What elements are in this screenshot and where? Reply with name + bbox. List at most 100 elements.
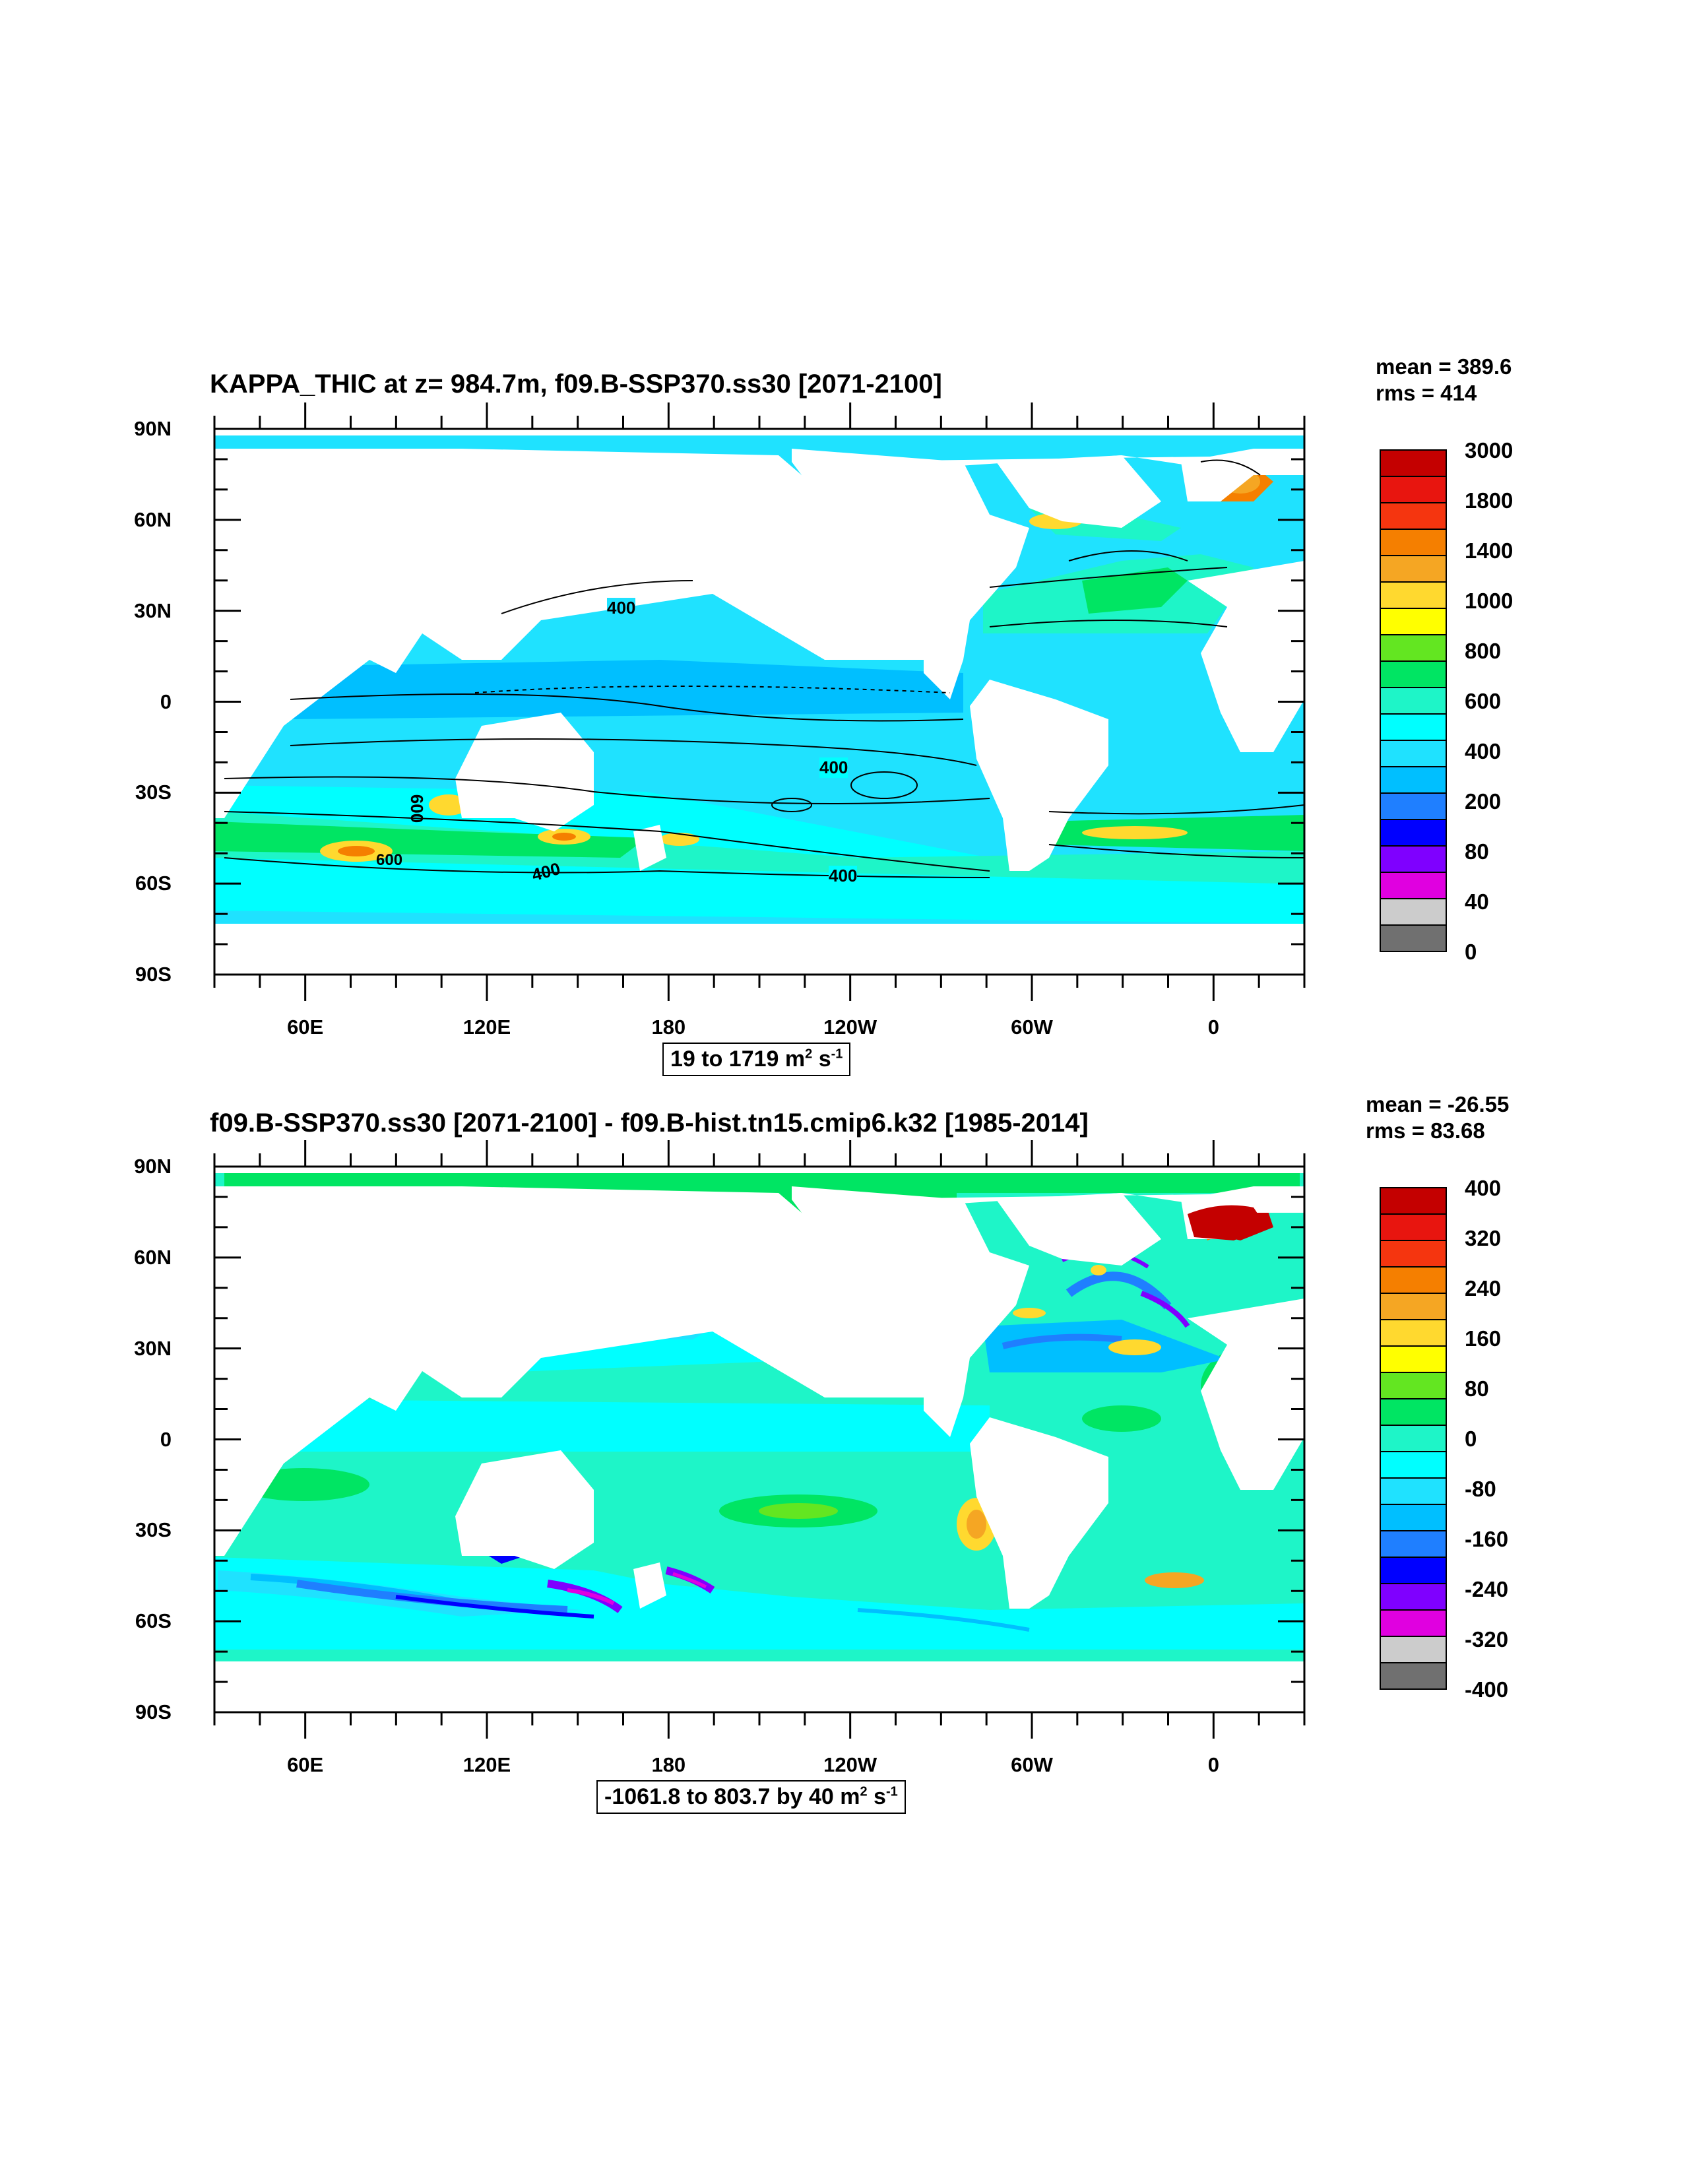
x-tick-label: 60E: [287, 1753, 324, 1776]
panel1-contour-label: 600: [407, 794, 428, 823]
colorbar-label: 0: [1465, 940, 1477, 964]
panel2-range-mid: s: [867, 1784, 886, 1809]
colorbar-label: 1400: [1465, 538, 1514, 563]
colorbar-swatch: [1380, 1187, 1447, 1215]
colorbar-label: 0: [1465, 1427, 1477, 1451]
panel1-contour-label: 400: [607, 598, 636, 618]
colorbar-swatch: [1380, 713, 1447, 741]
colorbar-swatch: [1380, 1345, 1447, 1373]
y-tick-label: 60N: [134, 1245, 172, 1269]
colorbar-label: -400: [1465, 1677, 1509, 1702]
panel1-range-text: 19 to 1719 m: [670, 1046, 806, 1072]
colorbar-label: 80: [1465, 839, 1489, 864]
colorbar-swatch: [1380, 1583, 1447, 1611]
panel1-range-sup2: -1: [831, 1046, 843, 1062]
colorbar-swatch: [1380, 581, 1447, 609]
colorbar-swatch: [1380, 1398, 1447, 1426]
x-tick-label: 0: [1207, 1753, 1219, 1776]
colorbar-swatch: [1380, 1477, 1447, 1505]
colorbar-label: 1800: [1465, 488, 1514, 513]
colorbar-label: 80: [1465, 1376, 1489, 1401]
colorbar-label: 800: [1465, 639, 1502, 663]
panel2-field: [214, 1167, 1304, 1712]
panel2-title: f09.B-SSP370.ss30 [2071-2100] - f09.B-hi…: [210, 1108, 1089, 1138]
colorbar-swatch: [1380, 1372, 1447, 1399]
panel1-contour-label: 400: [829, 866, 858, 886]
colorbar-label: 40: [1465, 889, 1489, 914]
colorbar-swatch: [1380, 1240, 1447, 1268]
colorbar-swatch: [1380, 660, 1447, 688]
panel1-contour-label: 600: [376, 851, 403, 869]
y-tick-label: 30S: [135, 1518, 172, 1542]
panel1-range-mid: s: [812, 1046, 831, 1072]
panel1-mean: mean = 389.6: [1376, 354, 1512, 379]
colorbar-swatch: [1380, 687, 1447, 715]
colorbar-swatch: [1380, 1504, 1447, 1531]
y-tick-label: 0: [160, 690, 172, 713]
colorbar-label: 1000: [1465, 589, 1514, 613]
panel1-range-sup: 2: [805, 1046, 813, 1062]
colorbar-label: -160: [1465, 1527, 1509, 1551]
panel2-range-box: -1061.8 to 803.7 by 40 m2 s-1: [596, 1780, 906, 1814]
colorbar-swatch: [1380, 555, 1447, 583]
colorbar-label: -240: [1465, 1577, 1509, 1601]
panel2-range-sup2: -1: [885, 1784, 898, 1799]
panel1-rms: rms = 414: [1376, 381, 1477, 405]
colorbar-swatch: [1380, 1530, 1447, 1558]
colorbar-label: 400: [1465, 739, 1502, 763]
colorbar-swatch: [1380, 1425, 1447, 1452]
colorbar-label: -80: [1465, 1477, 1496, 1501]
colorbar-swatch: [1380, 1213, 1447, 1241]
panel1-contour-label: 400: [819, 757, 848, 778]
colorbar-label: 160: [1465, 1326, 1502, 1351]
colorbar-swatch: [1380, 872, 1447, 899]
y-tick-label: 90N: [134, 417, 172, 440]
y-tick-label: 60N: [134, 507, 172, 531]
colorbar-swatch: [1380, 1266, 1447, 1294]
colorbar-swatch: [1380, 1636, 1447, 1663]
colorbar-label: -320: [1465, 1627, 1509, 1652]
x-tick-label: 60W: [1011, 1753, 1053, 1776]
colorbar-label: 3000: [1465, 438, 1514, 463]
y-tick-label: 0: [160, 1427, 172, 1451]
colorbar-swatch: [1380, 924, 1447, 952]
x-tick-label: 180: [651, 1015, 686, 1039]
panel1-contour-label: 400: [529, 858, 563, 885]
panel1-frame: [213, 428, 1306, 976]
colorbar-swatch: [1380, 476, 1447, 503]
panel1-field: [214, 429, 1304, 975]
colorbar-swatch: [1380, 634, 1447, 662]
colorbar-swatch: [1380, 792, 1447, 820]
colorbar-swatch: [1380, 529, 1447, 556]
colorbar-label: 200: [1465, 789, 1502, 814]
colorbar-swatch: [1380, 1609, 1447, 1637]
y-tick-label: 30S: [135, 781, 172, 804]
panel2-frame: [213, 1165, 1306, 1714]
x-tick-label: 0: [1207, 1015, 1219, 1039]
colorbar-label: 240: [1465, 1276, 1502, 1301]
y-tick-label: 90S: [135, 963, 172, 986]
panel2-range-sup: 2: [860, 1784, 868, 1799]
x-tick-label: 120W: [823, 1753, 877, 1776]
colorbar-swatch: [1380, 1662, 1447, 1690]
colorbar-label: 400: [1465, 1176, 1502, 1200]
colorbar-swatch: [1380, 1319, 1447, 1347]
panel1-range-box: 19 to 1719 m2 s-1: [662, 1043, 851, 1076]
x-tick-label: 120E: [462, 1753, 511, 1776]
x-tick-label: 120E: [462, 1015, 511, 1039]
colorbar-swatch: [1380, 1451, 1447, 1479]
panel1-title: KAPPA_THIC at z= 984.7m, f09.B-SSP370.ss…: [210, 369, 942, 399]
colorbar-swatch: [1380, 819, 1447, 847]
y-tick-label: 60S: [135, 1609, 172, 1633]
colorbar-label: 600: [1465, 689, 1502, 713]
y-tick-label: 30N: [134, 1336, 172, 1360]
x-tick-label: 60E: [287, 1015, 324, 1039]
y-tick-label: 60S: [135, 872, 172, 895]
panel2-mean: mean = -26.55: [1366, 1092, 1510, 1116]
colorbar-swatch: [1380, 740, 1447, 767]
y-tick-label: 30N: [134, 598, 172, 622]
colorbar-swatch: [1380, 1557, 1447, 1584]
panel2-rms: rms = 83.68: [1366, 1118, 1485, 1143]
x-tick-label: 180: [651, 1753, 686, 1776]
colorbar-swatch: [1380, 1293, 1447, 1320]
